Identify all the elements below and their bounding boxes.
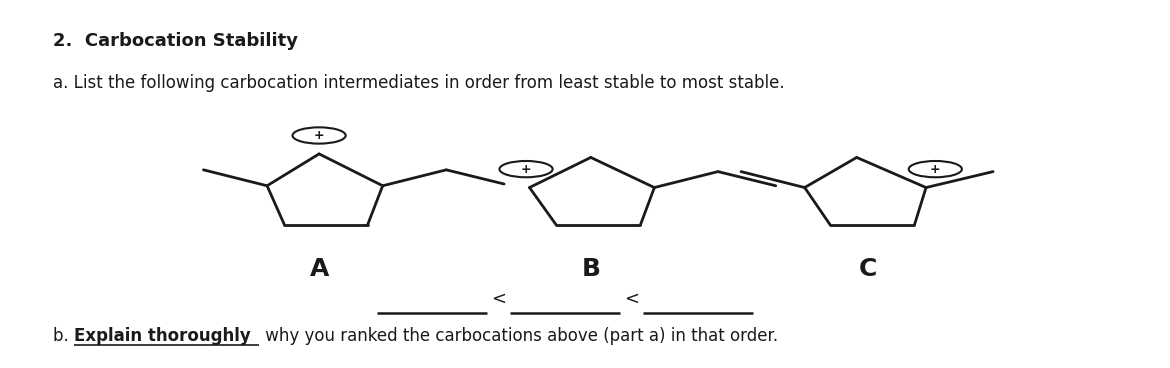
Text: Explain thoroughly: Explain thoroughly (74, 327, 250, 345)
Text: <: < (490, 290, 505, 308)
Text: +: + (314, 129, 324, 142)
Text: B: B (581, 257, 600, 281)
Text: 2.  Carbocation Stability: 2. Carbocation Stability (53, 32, 298, 50)
Text: a. List the following carbocation intermediates in order from least stable to mo: a. List the following carbocation interm… (53, 74, 785, 92)
Text: b.: b. (53, 327, 74, 345)
Text: C: C (859, 257, 878, 281)
Text: <: < (624, 290, 639, 308)
Text: +: + (930, 163, 941, 176)
Text: +: + (521, 163, 531, 176)
Text: why you ranked the carbocations above (part a) in that order.: why you ranked the carbocations above (p… (260, 327, 778, 345)
Text: A: A (309, 257, 329, 281)
